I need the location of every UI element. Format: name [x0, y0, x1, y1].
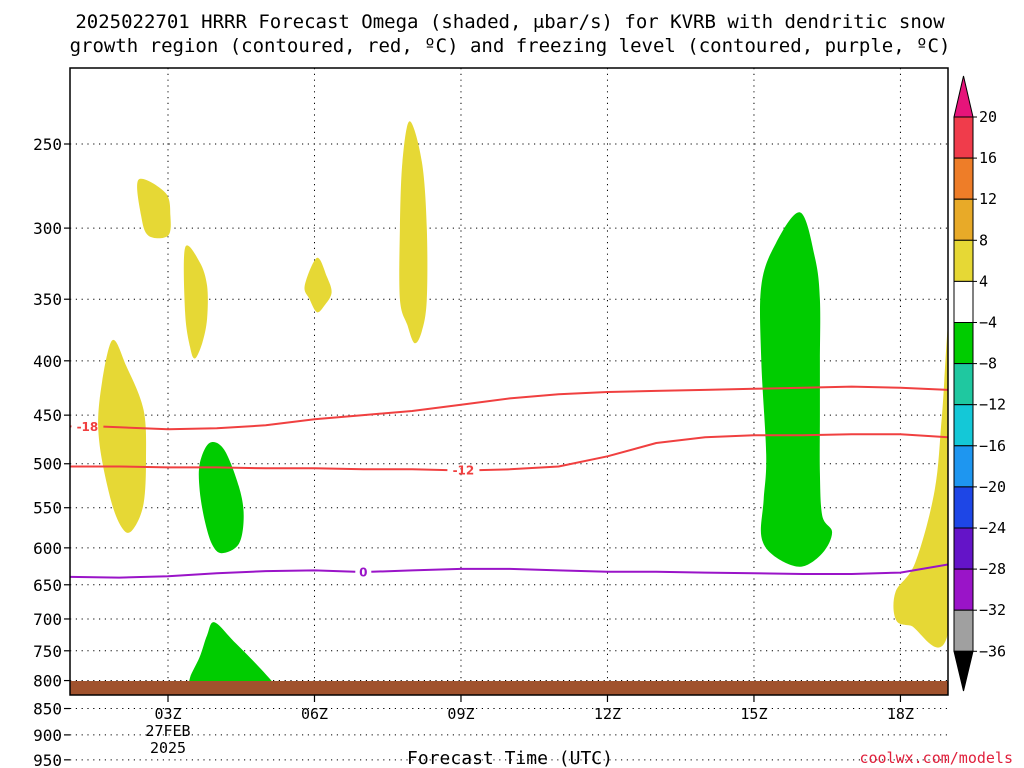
colorbar-swatch [953, 486, 974, 529]
y-tick-label: 800 [33, 672, 62, 691]
y-axis-ticks: 250 300 350 400 450 500 550 600 650 700 750 800 850 9… [33, 135, 70, 768]
colorbar-swatch [953, 322, 974, 365]
omega-region [685, 718, 717, 767]
omega-region [98, 339, 147, 533]
omega-region [183, 245, 208, 359]
omega-region [137, 178, 171, 239]
contour-line [371, 563, 948, 575]
contour-line [103, 385, 948, 431]
colorbar-label: 12 [979, 190, 997, 208]
colorbar-swatch [953, 280, 974, 323]
y-tick-label: 850 [33, 700, 62, 719]
colorbar-label: −4 [979, 314, 997, 332]
colorbar-label: −8 [979, 355, 997, 373]
omega-colorbar: 20 16 12 8 4 −4 −8 −12 −16 −20 −24 −28 −32 −36 [953, 75, 1006, 692]
colorbar-swatch [953, 404, 974, 447]
y-tick-label: 250 [33, 135, 62, 154]
x-tick-year: 2025 [150, 739, 186, 757]
colorbar-swatch [953, 157, 974, 200]
colorbar-swatch [953, 445, 974, 488]
colorbar-label: −24 [979, 519, 1006, 537]
colorbar-label: −12 [979, 396, 1006, 414]
y-tick-label: 600 [33, 539, 62, 558]
colorbar-bottom-cap [953, 650, 974, 692]
colorbar-label: −28 [979, 560, 1006, 578]
y-tick-label: 700 [33, 610, 62, 629]
omega-region [300, 737, 325, 766]
y-tick-label: 550 [33, 499, 62, 518]
colorbar-label: 20 [979, 108, 997, 126]
ground-bar [70, 681, 948, 695]
x-axis-label: Forecast Time (UTC) [407, 748, 613, 768]
colorbar-label: −16 [979, 437, 1006, 455]
colorbar-swatch [953, 116, 974, 159]
x-tick-label: 03Z [154, 705, 181, 723]
contour-line [70, 569, 356, 579]
temperature-contours: -18 -12 0 [70, 385, 948, 579]
omega-region [198, 442, 244, 554]
colorbar-label: −36 [979, 642, 1006, 660]
y-tick-label: 650 [33, 576, 62, 595]
credit-text: coolwx.com/models [859, 749, 1013, 767]
y-tick-label: 350 [33, 290, 62, 309]
x-tick-date: 27FEB [145, 722, 190, 740]
colorbar-swatch [953, 527, 974, 570]
colorbar-label: 16 [979, 149, 997, 167]
omega-region [399, 121, 428, 344]
colorbar-swatch [953, 239, 974, 282]
y-tick-label: 900 [33, 726, 62, 745]
colorbar-label: −20 [979, 478, 1006, 496]
colorbar-label: 8 [979, 231, 988, 249]
chart-title-line1: 2025022701 HRRR Forecast Omega (shaded, … [75, 11, 945, 33]
colorbar-swatch [953, 363, 974, 406]
contour-label: 0 [359, 565, 367, 579]
omega-region [832, 727, 862, 768]
omega-region [759, 212, 833, 567]
omega-region [936, 729, 951, 741]
y-tick-label: 400 [33, 352, 62, 371]
y-tick-label: 500 [33, 455, 62, 474]
contour-label: -12 [453, 464, 475, 478]
colorbar-label: −32 [979, 601, 1006, 619]
y-tick-label: 300 [33, 219, 62, 238]
colorbar-label: 4 [979, 272, 988, 290]
x-tick-label: 18Z [887, 705, 914, 723]
x-tick-label: 06Z [301, 705, 328, 723]
y-tick-label: 450 [33, 406, 62, 425]
colorbar-top-cap [953, 75, 974, 118]
x-tick-label: 09Z [447, 705, 474, 723]
contour-line [479, 433, 948, 472]
y-tick-label: 950 [33, 751, 62, 768]
y-tick-label: 750 [33, 642, 62, 661]
contour-label: -18 [77, 420, 99, 434]
x-tick-label: 15Z [740, 705, 767, 723]
chart-title-line2: growth region (contoured, red, ºC) and f… [70, 35, 951, 57]
plot-frame [69, 67, 949, 696]
omega-shaded-regions [98, 121, 951, 768]
colorbar-swatch [953, 609, 974, 652]
omega-region [304, 257, 332, 313]
omega-region [189, 622, 282, 695]
colorbar-swatch [953, 198, 974, 241]
colorbar-swatch [953, 568, 974, 611]
x-tick-label: 12Z [594, 705, 621, 723]
contour-line [70, 465, 448, 472]
